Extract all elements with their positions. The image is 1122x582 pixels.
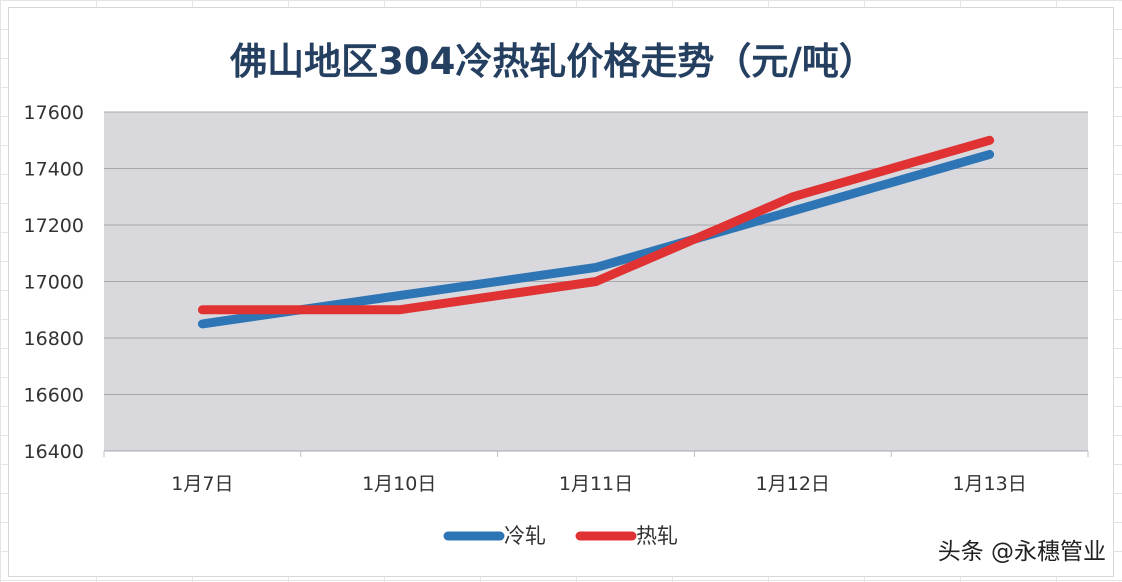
x-tick-label: 1月13日 — [952, 473, 1026, 495]
gridlines — [103, 111, 1089, 457]
legend: 冷轧 热轧 — [443, 524, 678, 548]
y-axis-ticks: 16400 16600 16800 17000 17200 17400 17600 — [24, 102, 84, 463]
x-tick-label: 1月11日 — [559, 473, 633, 495]
legend-label: 冷轧 — [504, 524, 546, 548]
data-point — [398, 308, 401, 311]
watermark-text: 头条 @永穗管业 — [938, 539, 1106, 565]
y-tick-label: 17600 — [24, 102, 84, 124]
data-point — [201, 322, 204, 325]
x-tick-label: 1月7日 — [171, 473, 233, 495]
data-point — [791, 209, 794, 212]
series-layer — [197, 135, 995, 329]
data-point — [201, 308, 204, 311]
x-axis-ticks: 1月7日 1月10日 1月11日 1月12日 1月13日 — [171, 473, 1026, 495]
data-point — [595, 266, 597, 269]
x-tick-label: 1月12日 — [756, 473, 830, 495]
chart-title: 佛山地区304冷热轧价格走势（元/吨） — [229, 40, 876, 83]
data-point — [595, 280, 597, 283]
y-tick-label: 17400 — [24, 159, 84, 181]
data-point — [398, 294, 401, 297]
legend-label: 热轧 — [636, 524, 678, 548]
y-tick-label: 17200 — [24, 215, 84, 237]
x-tick-label: 1月10日 — [362, 473, 436, 495]
data-point — [988, 153, 991, 156]
data-point — [988, 139, 991, 142]
y-tick-label: 16400 — [24, 441, 84, 463]
data-point — [791, 195, 794, 198]
y-tick-label: 16600 — [24, 385, 84, 407]
y-tick-label: 16800 — [24, 328, 84, 350]
y-tick-label: 17000 — [24, 272, 84, 294]
